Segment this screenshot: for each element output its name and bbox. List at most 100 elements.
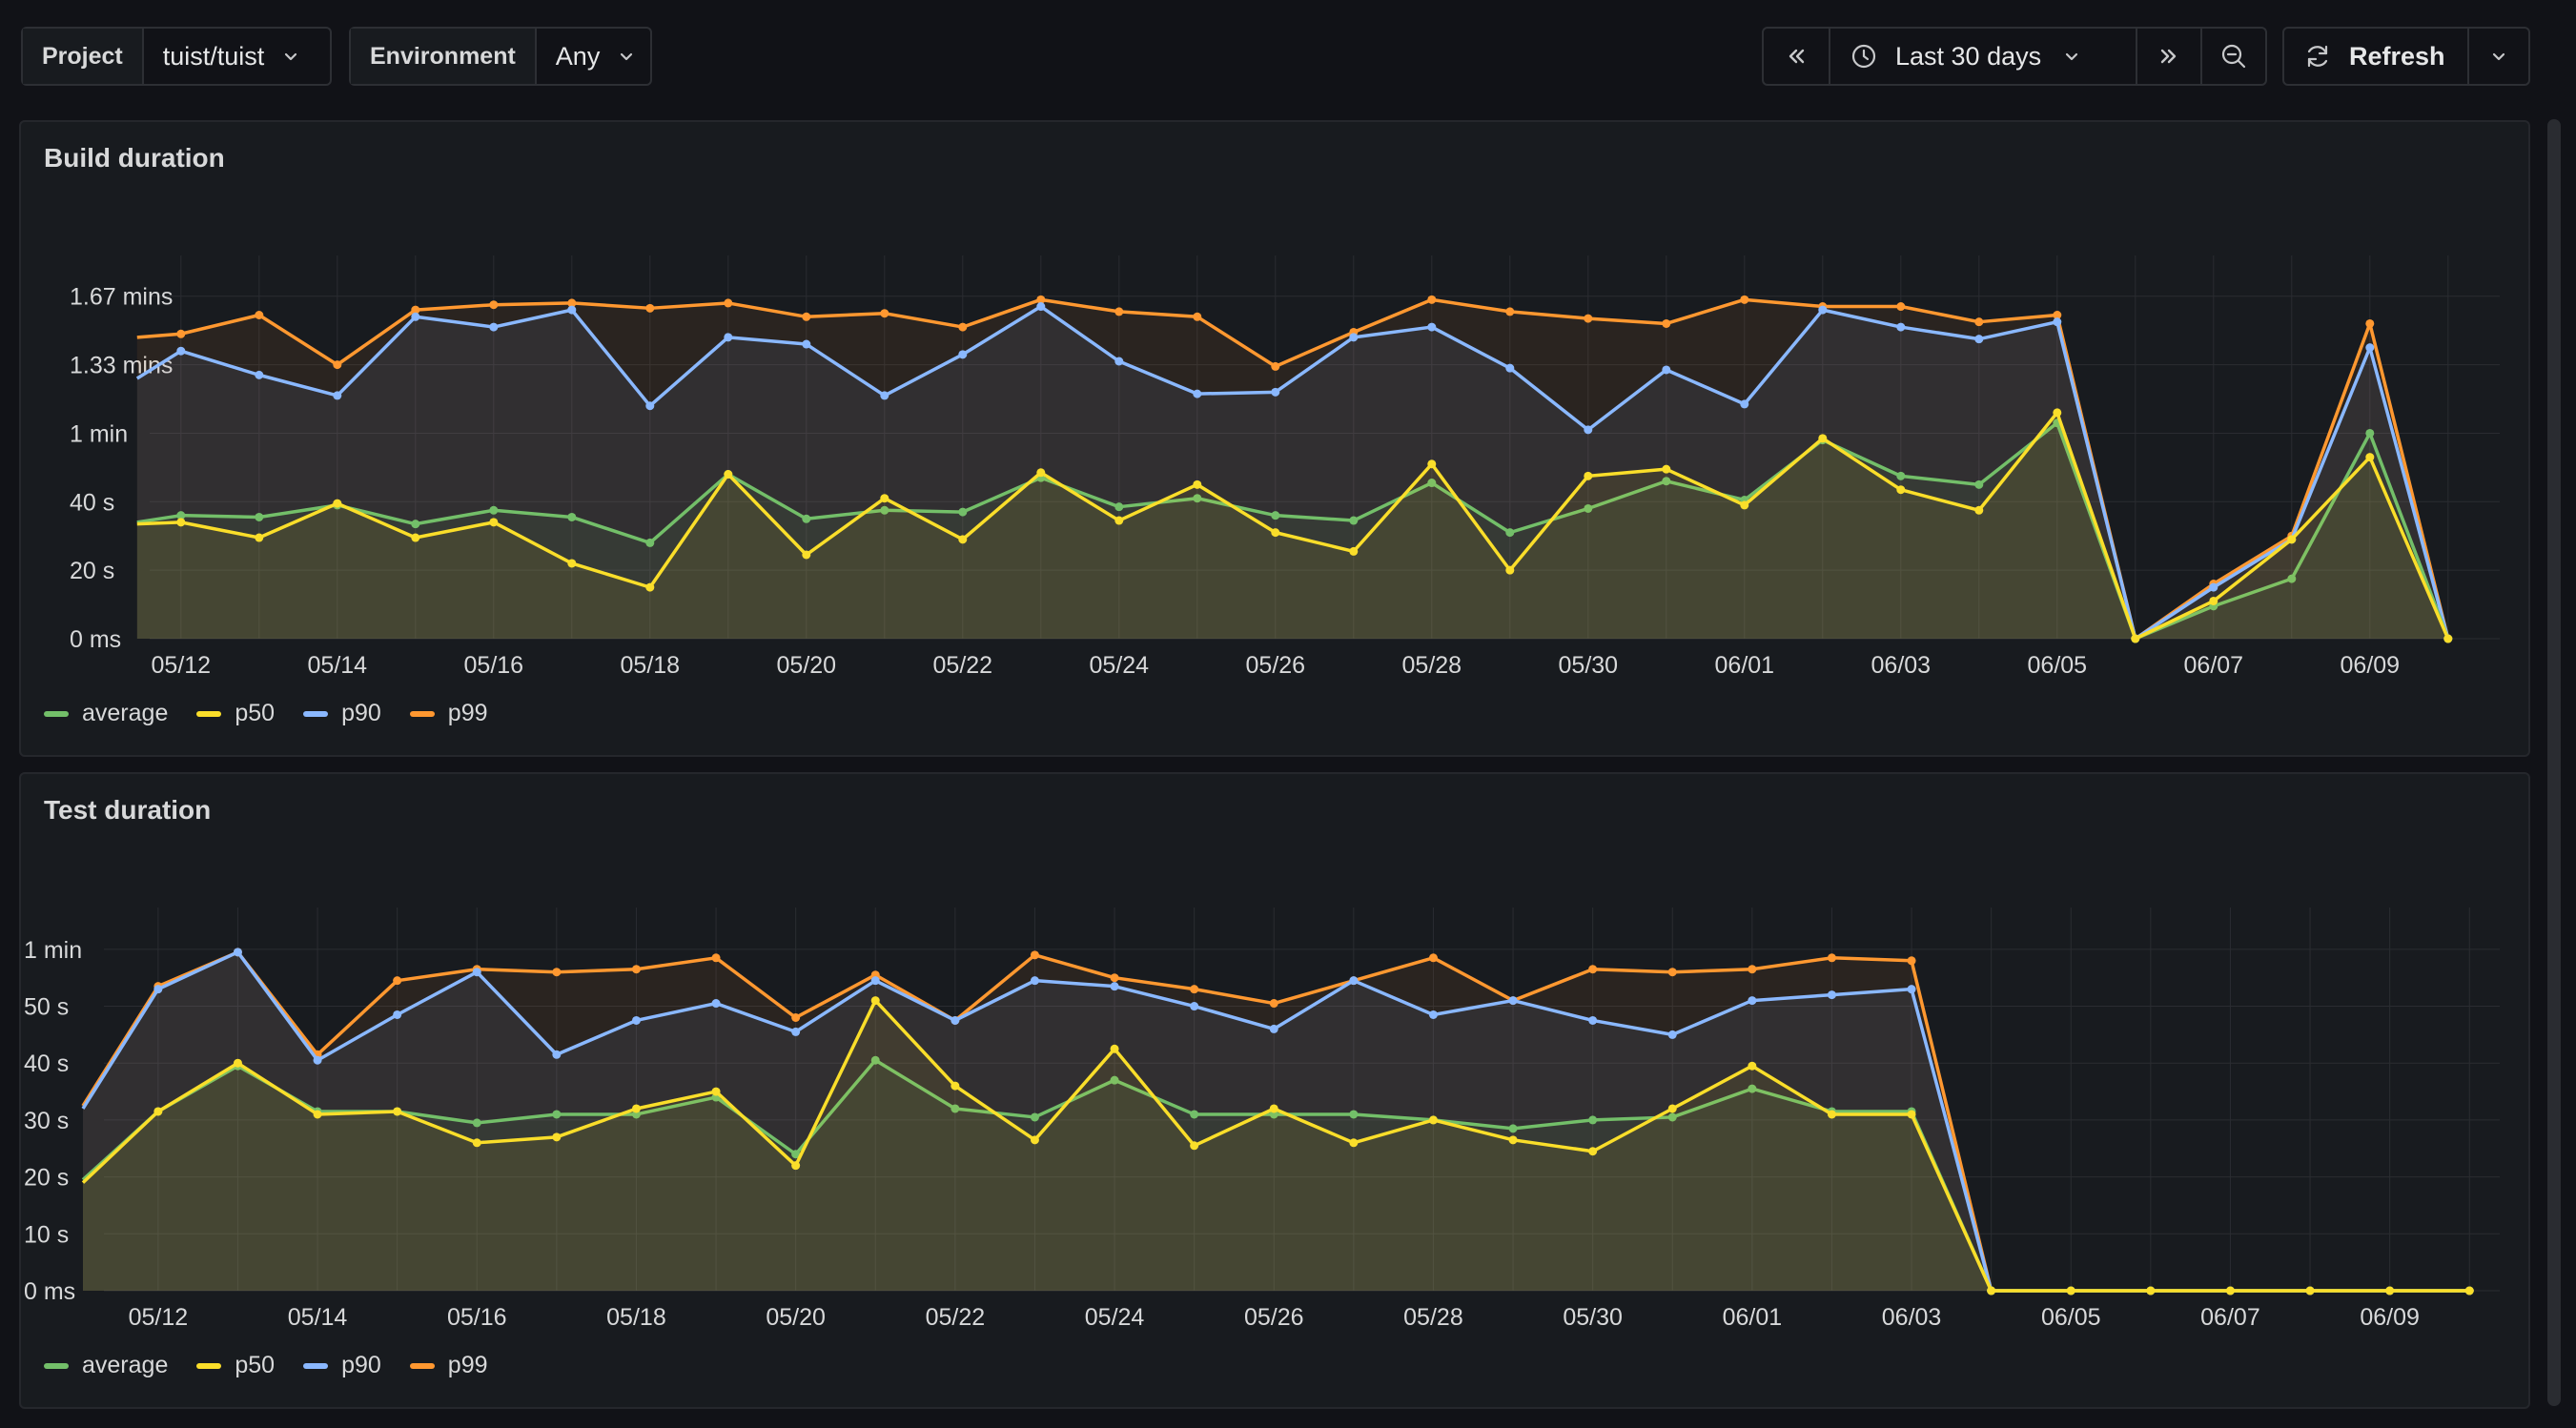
data-point-p90 (1667, 1030, 1677, 1039)
zoom-out-button[interactable] (2200, 29, 2265, 84)
environment-selector[interactable]: Environment Any (349, 27, 652, 86)
dashboard-toolbar: Project tuist/tuist Environment Any Last… (0, 0, 2576, 114)
data-point-p90 (1193, 389, 1202, 398)
data-point-p50 (724, 470, 733, 479)
legend-item-average[interactable]: average (44, 700, 168, 727)
data-point-p90 (333, 391, 342, 400)
time-range-picker[interactable]: Last 30 days (1829, 29, 2136, 84)
x-tick-label: 05/30 (1559, 652, 1619, 679)
legend-item-p50[interactable]: p50 (196, 700, 275, 727)
y-tick-label: 20 s (24, 1165, 69, 1192)
data-point-p99 (724, 298, 733, 308)
data-point-average (411, 520, 420, 529)
data-point-average (2287, 574, 2297, 583)
refresh-controls: Refresh (2282, 27, 2530, 86)
data-point-p99 (1974, 317, 1984, 327)
legend-item-p90[interactable]: p90 (303, 700, 381, 727)
test-duration-chart: 0 ms 10 s 20 s 30 s 40 s 50 s 1 min 05/12 05/14 0… (24, 908, 2500, 1331)
page-scrollbar[interactable] (2547, 119, 2561, 1406)
data-point-p99 (567, 298, 577, 308)
refresh-interval-dropdown[interactable] (2467, 29, 2528, 84)
chevron-down-icon (2492, 52, 2505, 61)
data-point-average (1190, 1110, 1199, 1119)
chevron-down-icon (621, 52, 633, 61)
data-point-average (255, 512, 264, 521)
time-shift-forward-button[interactable] (2136, 29, 2200, 84)
data-point-p50 (567, 559, 577, 568)
data-point-p50 (1271, 528, 1280, 538)
series-area-p50 (83, 1000, 2470, 1291)
data-point-p99 (631, 965, 641, 974)
data-point-p50 (1505, 565, 1515, 575)
data-point-p50 (552, 1132, 562, 1142)
data-point-p90 (1427, 322, 1437, 332)
data-point-p90 (1584, 425, 1593, 435)
series-area-average (83, 1060, 2470, 1291)
data-point-p50 (1818, 434, 1828, 443)
y-tick-label: 20 s (70, 558, 114, 584)
data-point-p90 (255, 370, 264, 379)
data-point-p99 (1114, 307, 1124, 316)
data-point-p50 (411, 533, 420, 542)
data-point-p50 (2305, 1286, 2315, 1295)
data-point-p90 (552, 1050, 562, 1059)
data-point-p99 (255, 311, 264, 319)
data-point-p90 (1740, 399, 1749, 409)
data-point-p99 (489, 300, 499, 310)
data-point-average (1110, 1075, 1119, 1085)
data-point-p90 (870, 976, 880, 986)
data-point-p50 (2131, 634, 2140, 643)
data-point-p90 (1269, 1024, 1278, 1033)
data-point-p99 (1110, 973, 1119, 983)
legend-item-p50[interactable]: p50 (196, 1352, 275, 1379)
project-dropdown[interactable]: tuist/tuist (141, 29, 320, 84)
data-point-average (1896, 471, 1906, 480)
data-point-p90 (1896, 322, 1906, 332)
x-tick-label: 06/01 (1715, 652, 1775, 679)
data-point-p50 (2053, 408, 2062, 418)
legend-label: average (82, 1352, 169, 1378)
series-area-p90 (83, 951, 2470, 1291)
x-tick-label: 06/07 (2200, 1304, 2260, 1331)
x-tick-label: 05/28 (1403, 1304, 1463, 1331)
legend-item-p90[interactable]: p90 (303, 1352, 381, 1379)
data-point-average (1508, 1124, 1518, 1133)
environment-dropdown[interactable]: Any (534, 29, 656, 84)
data-point-average (870, 1055, 880, 1065)
data-point-p99 (1740, 295, 1749, 304)
legend-swatch-p50 (196, 1362, 222, 1369)
project-selector[interactable]: Project tuist/tuist (21, 27, 332, 86)
data-point-p90 (2365, 343, 2375, 353)
legend-swatch-p90 (303, 710, 329, 717)
data-point-average (958, 507, 968, 517)
data-point-p50 (1907, 1110, 1916, 1119)
legend-label: p50 (235, 1352, 276, 1378)
x-tick-label: 05/20 (777, 652, 837, 679)
data-point-p90 (791, 1027, 801, 1036)
refresh-button[interactable]: Refresh (2284, 29, 2467, 84)
x-tick-label: 06/03 (1871, 652, 1932, 679)
data-point-p50 (2443, 634, 2453, 643)
panel-title: Test duration (44, 795, 212, 825)
data-point-p99 (411, 305, 420, 315)
series-area-p99 (83, 951, 2470, 1291)
data-point-p90 (313, 1055, 322, 1065)
time-shift-back-button[interactable] (1764, 29, 1829, 84)
data-point-p90 (1827, 990, 1836, 1000)
double-chevron-right-icon (2160, 49, 2177, 64)
legend-item-p99[interactable]: p99 (409, 1352, 488, 1379)
data-point-p50 (393, 1107, 402, 1116)
clock-icon (1851, 44, 1876, 69)
legend-label: p90 (341, 700, 381, 726)
legend-item-p99[interactable]: p99 (409, 700, 488, 727)
data-point-p99 (1036, 295, 1046, 304)
data-point-p50 (313, 1110, 322, 1119)
data-point-p50 (791, 1161, 801, 1171)
data-point-p50 (333, 499, 342, 508)
data-point-p90 (951, 1015, 960, 1025)
y-tick-label: 40 s (70, 489, 114, 516)
legend-label: p99 (447, 1352, 488, 1378)
data-point-p90 (1190, 1002, 1199, 1011)
legend-swatch-average (44, 1362, 69, 1369)
legend-item-average[interactable]: average (44, 1352, 168, 1379)
